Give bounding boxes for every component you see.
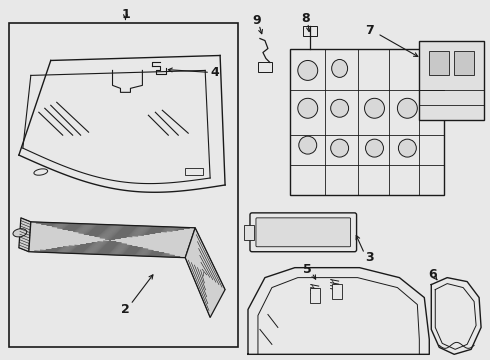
Polygon shape	[248, 268, 429, 354]
Ellipse shape	[397, 98, 417, 118]
Ellipse shape	[298, 60, 318, 80]
Text: 6: 6	[428, 268, 437, 281]
Text: 7: 7	[365, 24, 374, 37]
Text: 3: 3	[365, 251, 374, 264]
Ellipse shape	[331, 99, 348, 117]
Text: 4: 4	[211, 66, 220, 79]
Bar	[185, 168, 203, 175]
Ellipse shape	[34, 169, 48, 175]
Ellipse shape	[331, 139, 348, 157]
Bar	[303, 26, 317, 36]
Polygon shape	[185, 228, 225, 318]
Bar	[244, 225, 254, 240]
Ellipse shape	[298, 98, 318, 118]
Text: 2: 2	[121, 303, 130, 316]
Bar	[332, 284, 342, 298]
Polygon shape	[19, 218, 31, 252]
Text: 9: 9	[253, 14, 261, 27]
Bar	[290, 49, 444, 195]
Ellipse shape	[13, 229, 27, 237]
Ellipse shape	[332, 59, 347, 77]
Polygon shape	[29, 222, 195, 258]
Bar	[258, 62, 272, 72]
FancyBboxPatch shape	[250, 213, 357, 252]
Bar	[9, 23, 238, 347]
Ellipse shape	[299, 136, 317, 154]
Ellipse shape	[398, 139, 416, 157]
Polygon shape	[431, 278, 481, 354]
Bar	[419, 41, 484, 120]
Bar	[454, 50, 474, 75]
Bar	[310, 288, 319, 302]
FancyBboxPatch shape	[256, 218, 350, 247]
Text: 1: 1	[121, 8, 130, 21]
Text: 8: 8	[301, 12, 310, 25]
Bar	[429, 50, 449, 75]
Ellipse shape	[365, 98, 385, 118]
Text: 5: 5	[303, 263, 312, 276]
Ellipse shape	[366, 139, 384, 157]
